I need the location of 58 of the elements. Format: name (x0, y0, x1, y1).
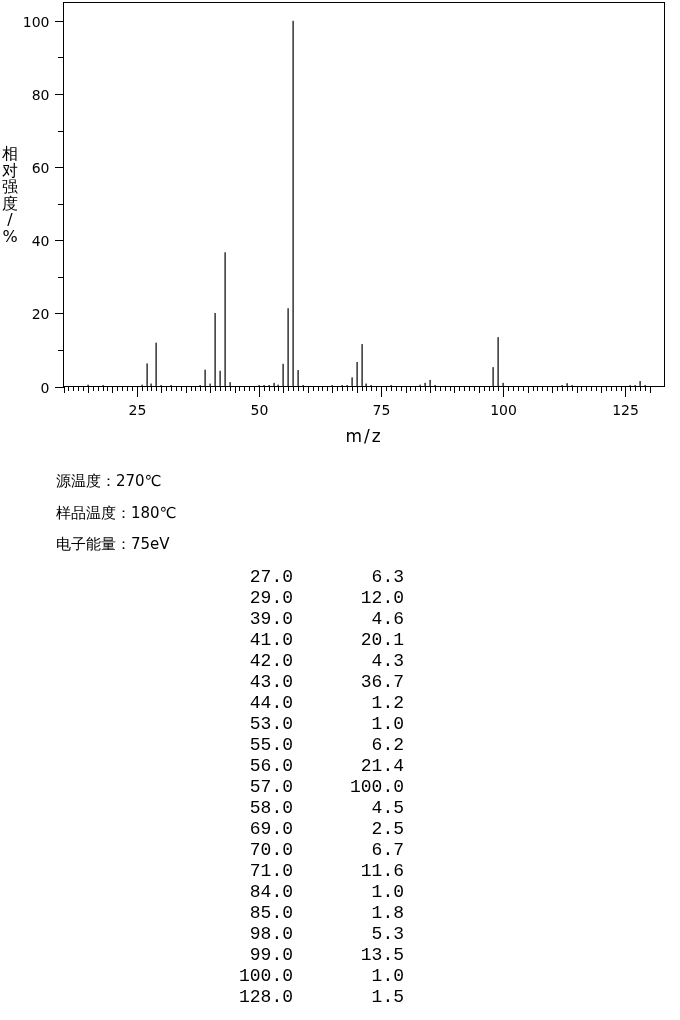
y-axis-title: 相对强度/% (2, 144, 18, 246)
text: 69.0 (249, 819, 293, 839)
text: 20.1 (360, 630, 404, 650)
x-tick-label: 25 (128, 401, 147, 418)
text: 44.0 (249, 693, 293, 713)
text: 11.6 (360, 861, 404, 881)
text: 85.0 (249, 903, 293, 923)
text: 27.0 (249, 567, 293, 587)
text: 1.2 (371, 693, 404, 713)
y-tick-label: 80 (31, 86, 50, 103)
text: 71.0 (249, 861, 293, 881)
text: 6.2 (371, 735, 404, 755)
text: 源温度：270℃ (56, 472, 162, 490)
text: 84.0 (249, 882, 293, 902)
text: 100.0 (238, 966, 293, 986)
x-axis-title: m/z (345, 425, 383, 446)
text: 99.0 (249, 945, 293, 965)
text: 1.5 (371, 987, 404, 1007)
text: 128.0 (238, 987, 293, 1007)
text: 6.7 (371, 840, 404, 860)
text: 2.5 (371, 819, 404, 839)
text: 1.8 (371, 903, 404, 923)
text: 5.3 (371, 924, 404, 944)
text: 53.0 (249, 714, 293, 734)
text: 29.0 (249, 588, 293, 608)
text: 1.0 (371, 882, 404, 902)
text: 1.0 (371, 966, 404, 986)
x-tick-label: 100 (490, 401, 517, 418)
text: 13.5 (360, 945, 404, 965)
text: 36.7 (360, 672, 404, 692)
y-tick-label: 0 (40, 379, 50, 396)
text: 39.0 (249, 609, 293, 629)
y-tick-label: 40 (31, 232, 50, 249)
text: 56.0 (249, 756, 293, 776)
x-tick-label: 75 (372, 401, 391, 418)
text: 21.4 (360, 756, 404, 776)
text: 41.0 (249, 630, 293, 650)
text: 12.0 (360, 588, 404, 608)
text: 4.3 (371, 651, 404, 671)
x-tick-label: 50 (250, 401, 269, 418)
y-tick-label: 100 (22, 13, 50, 30)
y-tick-label: 60 (31, 159, 50, 176)
text: 70.0 (249, 840, 293, 860)
text: 55.0 (249, 735, 293, 755)
x-tick-label: 125 (612, 401, 639, 418)
text: 电子能量：75eV (56, 535, 171, 553)
text: 98.0 (249, 924, 293, 944)
text: 100.0 (349, 777, 404, 797)
text: 42.0 (249, 651, 293, 671)
text: 43.0 (249, 672, 293, 692)
y-tick-label: 20 (31, 305, 50, 322)
text: 6.3 (371, 567, 404, 587)
text: 样品温度：180℃ (56, 503, 177, 522)
text: 4.6 (371, 609, 404, 629)
text: 57.0 (249, 777, 293, 797)
text: 4.5 (371, 798, 404, 818)
text: 58.0 (249, 798, 293, 818)
text: 1.0 (371, 714, 404, 734)
